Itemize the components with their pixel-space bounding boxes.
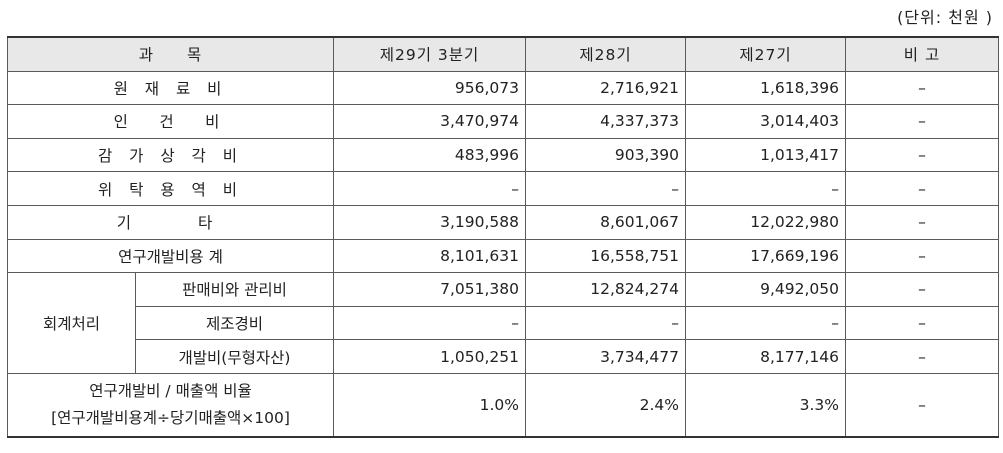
- cell-value: 7,051,380: [333, 272, 526, 307]
- header-row: 과 목 제29기 3분기 제28기 제27기 비 고: [7, 35, 999, 72]
- cell-value: 16,558,751: [525, 238, 686, 274]
- cell-value: 3,734,477: [525, 339, 686, 374]
- rd-expense-table: 과 목 제29기 3분기 제28기 제27기 비 고 원 재 료 비 956,0…: [7, 35, 999, 438]
- unit-note: (단위: 천원 ): [897, 8, 993, 27]
- cell-note: –: [845, 339, 999, 374]
- header-note: 비 고: [845, 35, 999, 72]
- cell-value: –: [525, 171, 686, 206]
- cell-value: 12,022,980: [685, 204, 846, 240]
- cell-note: –: [845, 70, 999, 106]
- header-period-28: 제28기: [525, 35, 686, 72]
- group-label-accounting: 회계처리: [7, 272, 136, 374]
- cell-value: 903,390: [525, 137, 686, 173]
- cell-value: 8,177,146: [685, 339, 846, 374]
- table-row: 연구개발비 / 매출액 비율 [연구개발비용계÷당기매출액×100] 1.0% …: [7, 372, 999, 438]
- cell-value: 1,618,396: [685, 70, 846, 106]
- cell-value: 483,996: [333, 137, 526, 173]
- cell-note: –: [845, 171, 999, 206]
- cell-note: –: [845, 204, 999, 240]
- cell-note: –: [845, 272, 999, 307]
- row-label-other: 기 타: [7, 204, 334, 240]
- table-row: 감 가 상 각 비 483,996 903,390 1,013,417 –: [7, 137, 999, 173]
- cell-value: 956,073: [333, 70, 526, 106]
- table-row: 원 재 료 비 956,073 2,716,921 1,618,396 –: [7, 70, 999, 106]
- cell-value: 2,716,921: [525, 70, 686, 106]
- cell-value: 3,014,403: [685, 104, 846, 139]
- cell-value: 12,824,274: [525, 272, 686, 307]
- cell-value: 1,050,251: [333, 339, 526, 374]
- row-label-rd-total: 연구개발비용 계: [7, 238, 334, 274]
- cell-value: 3.3%: [685, 372, 846, 438]
- table-row: 연구개발비용 계 8,101,631 16,558,751 17,669,196…: [7, 238, 999, 274]
- row-label-labor: 인 건 비: [7, 104, 334, 139]
- cell-value: –: [685, 171, 846, 206]
- ratio-label-line2: [연구개발비용계÷당기매출액×100]: [51, 408, 290, 427]
- cell-value: 8,101,631: [333, 238, 526, 274]
- cell-value: 1.0%: [333, 372, 526, 438]
- row-label-depreciation: 감 가 상 각 비: [7, 137, 334, 173]
- cell-value: 8,601,067: [525, 204, 686, 240]
- cell-value: –: [525, 305, 686, 341]
- cell-value: 17,669,196: [685, 238, 846, 274]
- cell-note: –: [845, 238, 999, 274]
- cell-value: 3,470,974: [333, 104, 526, 139]
- cell-value: 1,013,417: [685, 137, 846, 173]
- table-row: 위 탁 용 역 비 – – – –: [7, 171, 999, 206]
- header-period-27: 제27기: [685, 35, 846, 72]
- table-row: 개발비(무형자산) 1,050,251 3,734,477 8,177,146 …: [8, 339, 999, 374]
- row-label-raw-material: 원 재 료 비: [7, 70, 334, 106]
- table-row: 제조경비 – – – –: [8, 305, 999, 341]
- row-label-outsourcing: 위 탁 용 역 비: [7, 171, 334, 206]
- row-label-sga: 판매비와 관리비: [135, 272, 334, 307]
- table-row: 기 타 3,190,588 8,601,067 12,022,980 –: [7, 204, 999, 240]
- cell-value: 2.4%: [525, 372, 686, 438]
- ratio-label-line1: 연구개발비 / 매출액 비율: [89, 381, 252, 400]
- cell-value: –: [333, 171, 526, 206]
- row-label-development: 개발비(무형자산): [135, 339, 334, 374]
- cell-note: –: [845, 372, 999, 438]
- cell-note: –: [845, 305, 999, 341]
- table-row: 회계처리 판매비와 관리비 7,051,380 12,824,274 9,492…: [7, 272, 999, 374]
- cell-value: 3,190,588: [333, 204, 526, 240]
- row-label-manufacturing: 제조경비: [135, 305, 334, 341]
- table-row: 인 건 비 3,470,974 4,337,373 3,014,403 –: [7, 104, 999, 139]
- header-subject: 과 목: [7, 35, 334, 72]
- cell-value: 4,337,373: [525, 104, 686, 139]
- cell-value: 9,492,050: [685, 272, 846, 307]
- row-label-ratio: 연구개발비 / 매출액 비율 [연구개발비용계÷당기매출액×100]: [7, 372, 334, 438]
- header-period-29: 제29기 3분기: [333, 35, 526, 72]
- cell-value: –: [685, 305, 846, 341]
- cell-note: –: [845, 137, 999, 173]
- cell-note: –: [845, 104, 999, 139]
- cell-value: –: [333, 305, 526, 341]
